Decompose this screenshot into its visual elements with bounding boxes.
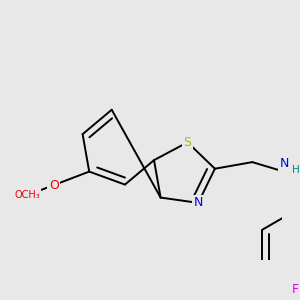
Text: H: H	[292, 165, 299, 176]
Text: N: N	[194, 196, 203, 209]
Text: F: F	[292, 283, 299, 296]
Text: O: O	[49, 178, 58, 192]
Text: N: N	[280, 157, 289, 170]
Text: S: S	[184, 136, 192, 149]
Text: OCH₃: OCH₃	[14, 190, 40, 200]
